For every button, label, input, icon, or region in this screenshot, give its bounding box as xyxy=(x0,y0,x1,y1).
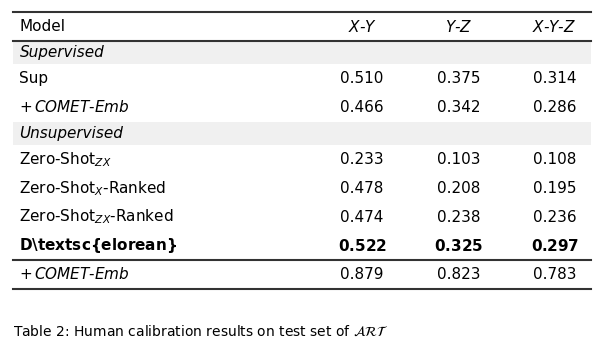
Text: 0.879: 0.879 xyxy=(341,267,384,282)
Text: Table 2: Human calibration results on test set of $\mathcal{ART}$: Table 2: Human calibration results on te… xyxy=(13,325,390,339)
Text: 0.474: 0.474 xyxy=(341,210,384,224)
Text: $\mathit{COMET}$-$\mathit{Emb}$: $\mathit{COMET}$-$\mathit{Emb}$ xyxy=(34,266,130,282)
Text: $X$-$Y$-$Z$: $X$-$Y$-$Z$ xyxy=(533,18,577,34)
Text: $\mathit{COMET}$-$\mathit{Emb}$: $\mathit{COMET}$-$\mathit{Emb}$ xyxy=(34,100,130,115)
Text: Sup: Sup xyxy=(19,71,48,86)
FancyBboxPatch shape xyxy=(13,122,591,145)
Text: $\mathbf{0.325}$: $\mathbf{0.325}$ xyxy=(434,238,483,254)
Text: $\mathbf{D}$\textsc{elorean}: $\mathbf{D}$\textsc{elorean} xyxy=(19,236,178,255)
Text: 0.238: 0.238 xyxy=(437,210,480,224)
FancyBboxPatch shape xyxy=(13,41,591,64)
Text: $Y$-$Z$: $Y$-$Z$ xyxy=(445,18,472,34)
Text: 0.208: 0.208 xyxy=(437,181,480,196)
Text: $X$-$Y$: $X$-$Y$ xyxy=(348,18,376,34)
Text: Model: Model xyxy=(19,19,65,34)
Text: 0.478: 0.478 xyxy=(341,181,384,196)
Text: 0.375: 0.375 xyxy=(437,71,480,86)
Text: 0.233: 0.233 xyxy=(340,152,384,167)
Text: $\mathbf{0.297}$: $\mathbf{0.297}$ xyxy=(530,238,579,254)
Text: 0.823: 0.823 xyxy=(437,267,480,282)
Text: 0.314: 0.314 xyxy=(533,71,576,86)
Text: $\mathbf{0.522}$: $\mathbf{0.522}$ xyxy=(338,238,387,254)
Text: 0.195: 0.195 xyxy=(533,181,576,196)
Text: 0.103: 0.103 xyxy=(437,152,480,167)
Text: 0.510: 0.510 xyxy=(341,71,384,86)
Text: +: + xyxy=(19,267,32,282)
Text: 0.342: 0.342 xyxy=(437,100,480,115)
Text: 0.236: 0.236 xyxy=(533,210,576,224)
Text: Zero-Shot$_{ZX}$-Ranked: Zero-Shot$_{ZX}$-Ranked xyxy=(19,208,174,226)
Text: Unsupervised: Unsupervised xyxy=(19,126,123,141)
Text: 0.108: 0.108 xyxy=(533,152,576,167)
Text: 0.286: 0.286 xyxy=(533,100,576,115)
Text: 0.466: 0.466 xyxy=(340,100,384,115)
Text: 0.783: 0.783 xyxy=(533,267,576,282)
Text: Supervised: Supervised xyxy=(19,45,104,60)
Text: +: + xyxy=(19,100,32,115)
Text: Zero-Shot$_{ZX}$: Zero-Shot$_{ZX}$ xyxy=(19,150,112,169)
Text: Zero-Shot$_{X}$-Ranked: Zero-Shot$_{X}$-Ranked xyxy=(19,179,167,198)
